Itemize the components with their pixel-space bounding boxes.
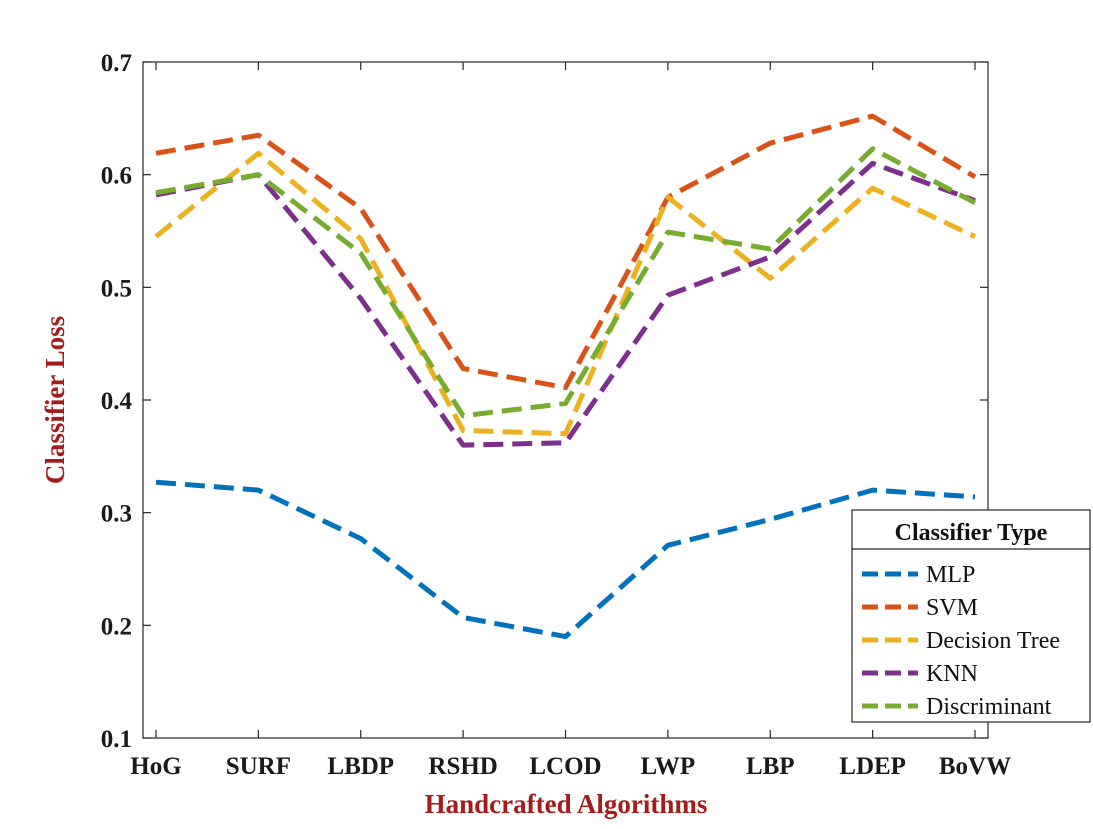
series-layer	[154, 113, 977, 640]
x-tick-label: HoG	[130, 753, 181, 780]
legend-title: Classifier Type	[895, 520, 1048, 546]
x-tick-label: LWP	[641, 753, 696, 780]
legend-label-knn: KNN	[926, 661, 978, 687]
legend-box	[851, 509, 1091, 723]
x-tick-label: LCOD	[529, 753, 601, 780]
x-tick-label: LBP	[746, 753, 795, 780]
legend-label-decision-tree: Decision Tree	[926, 628, 1060, 654]
legend-label-discriminant: Discriminant	[926, 694, 1052, 720]
x-tick-label: LBDP	[327, 753, 394, 780]
series-line-discriminant	[155, 146, 977, 419]
y-tick-label: 0.1	[101, 726, 132, 753]
y-tick-label: 0.2	[101, 613, 132, 640]
series-line-mlp	[155, 479, 976, 640]
y-tick-label: 0.3	[101, 501, 132, 528]
series-line-knn	[155, 160, 976, 448]
y-axis-label: Classifier Loss	[40, 316, 70, 484]
series-line-svm	[155, 113, 977, 391]
y-tick-label: 0.4	[101, 388, 133, 415]
x-tick-label: RSHD	[428, 753, 497, 780]
legend: Classifier Type MLP SVM Decision Tree KNN Di…	[851, 509, 1091, 723]
y-tick-label: 0.5	[101, 275, 132, 302]
x-tick-label: BoVW	[939, 753, 1011, 780]
x-axis-label: Handcrafted Algorithms	[425, 789, 708, 819]
legend-label-svm: SVM	[926, 595, 978, 621]
series-line-decision-tree	[154, 150, 977, 437]
x-tick-label: SURF	[226, 753, 291, 780]
y-tick-label: 0.6	[101, 163, 132, 190]
y-tick-label: 0.7	[101, 50, 132, 77]
x-tick-label: LDEP	[839, 753, 906, 780]
tick-label-layer: 0.1 0.2 0.3 0.4 0.5 0.6 0.7 HoG SURF LBDP RSHD LCOD…	[101, 50, 1011, 780]
legend-label-mlp: MLP	[926, 562, 975, 588]
